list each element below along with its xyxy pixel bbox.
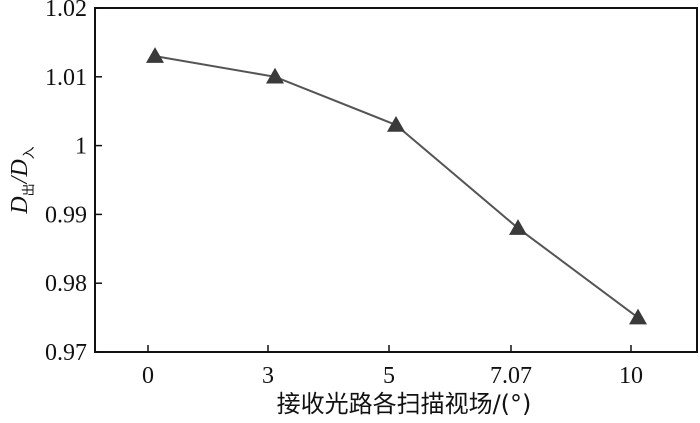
y-axis-title: D出/D入	[7, 146, 37, 214]
data-point-triangle	[387, 115, 405, 132]
x-tick-label: 10	[619, 363, 643, 389]
y-tick-label: 1.02	[45, 0, 87, 22]
y-tick-label: 1	[75, 134, 87, 160]
y-tick-label: 0.97	[45, 340, 87, 366]
y-axis: 0.97 0.98 0.99 1 1.01 1.02	[45, 0, 102, 366]
y-axis-title-den: D	[7, 159, 33, 177]
y-axis-title-slash: /	[7, 174, 33, 185]
x-axis: 0 3 5 7.07 10	[142, 345, 643, 389]
x-tick-label: 7.07	[490, 363, 532, 389]
y-axis-title-num: D	[7, 196, 33, 214]
y-tick-label: 1.01	[45, 65, 87, 91]
x-tick-label: 5	[383, 363, 395, 389]
data-point-triangle	[509, 219, 527, 235]
data-point-triangle	[266, 67, 284, 84]
y-tick-label: 0.98	[45, 271, 87, 297]
y-axis-title-den-sub: 入	[22, 146, 37, 159]
y-tick-label: 0.99	[45, 202, 87, 228]
series-markers	[146, 47, 647, 325]
series-line	[154, 55, 639, 319]
plot-frame	[94, 7, 698, 353]
x-axis-title: 接收光路各扫描视场/(°)	[277, 390, 532, 418]
plot-area: 0.97 0.98 0.99 1 1.01 1.02 0 3 5 7.07 10	[45, 0, 698, 389]
data-point-triangle	[146, 47, 164, 63]
x-tick-label: 3	[262, 363, 274, 389]
x-tick-label: 0	[142, 363, 154, 389]
y-axis-title-num-sub: 出	[22, 183, 37, 196]
data-point-triangle	[629, 308, 647, 325]
